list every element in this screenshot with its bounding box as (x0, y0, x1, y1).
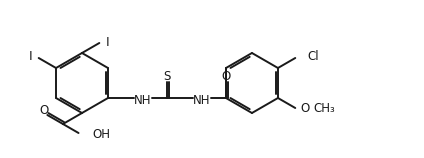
Text: S: S (163, 70, 171, 83)
Text: O: O (221, 70, 231, 83)
Text: O: O (300, 103, 310, 115)
Text: NH: NH (134, 94, 152, 106)
Text: Cl: Cl (307, 51, 319, 64)
Text: CH₃: CH₃ (313, 103, 335, 115)
Text: OH: OH (92, 128, 111, 142)
Text: I: I (29, 51, 33, 64)
Text: O: O (40, 104, 49, 118)
Text: NH: NH (193, 94, 211, 106)
Text: I: I (105, 36, 109, 49)
